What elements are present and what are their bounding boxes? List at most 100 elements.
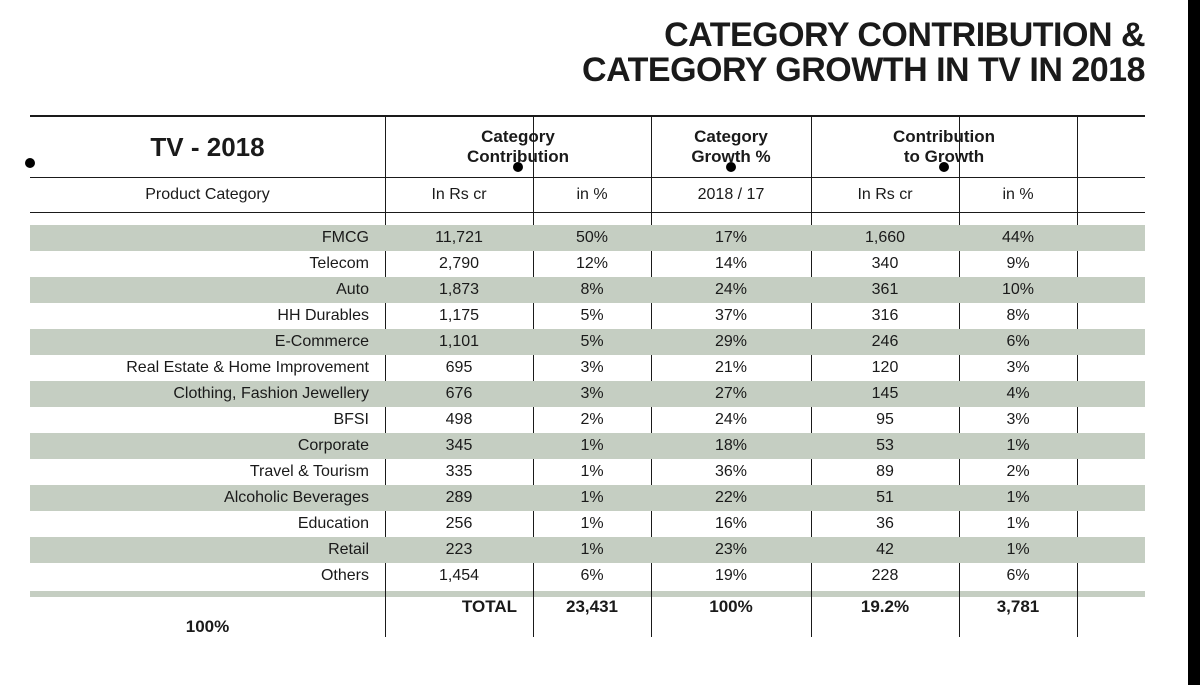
cell-category: Telecom [30, 255, 385, 273]
cell-pct1: 8% [533, 281, 651, 299]
cell-rs2: 246 [811, 333, 959, 351]
cell-pct1: 1% [533, 541, 651, 559]
dot-icon [513, 162, 523, 172]
col-rs-1: In Rs cr [385, 186, 533, 204]
total-rs2: 3,781 [959, 597, 1077, 617]
cell-pct2: 3% [959, 411, 1077, 429]
table-row: HH Durables1,1755%37%3168% [30, 303, 1145, 329]
cell-category: Alcoholic Beverages [30, 489, 385, 507]
slide-title: CATEGORY CONTRIBUTION & CATEGORY GROWTH … [582, 18, 1145, 87]
cell-pct1: 3% [533, 359, 651, 377]
header-sub-row: Product Category In Rs cr in % 2018 / 17… [30, 177, 1145, 213]
slide: CATEGORY CONTRIBUTION & CATEGORY GROWTH … [0, 0, 1200, 685]
table-body: FMCG11,72150%17%1,66044%Telecom2,79012%1… [30, 225, 1145, 589]
cell-growth: 18% [651, 437, 811, 455]
cell-growth: 22% [651, 489, 811, 507]
cell-pct1: 2% [533, 411, 651, 429]
cell-growth: 29% [651, 333, 811, 351]
cell-growth: 21% [651, 359, 811, 377]
cell-rs2: 95 [811, 411, 959, 429]
cell-rs2: 36 [811, 515, 959, 533]
cell-rs2: 89 [811, 463, 959, 481]
cell-rs2: 1,660 [811, 229, 959, 247]
header-body-gap [30, 213, 1145, 225]
cell-rs2: 145 [811, 385, 959, 403]
cell-growth: 19% [651, 567, 811, 585]
cell-pct1: 1% [533, 437, 651, 455]
cell-pct2: 2% [959, 463, 1077, 481]
tv-label: TV - 2018 [30, 132, 385, 163]
cell-rs2: 51 [811, 489, 959, 507]
dot-icon [726, 162, 736, 172]
cell-category: Auto [30, 281, 385, 299]
cell-category: Others [30, 567, 385, 585]
cell-rs1: 676 [385, 385, 533, 403]
cell-growth: 14% [651, 255, 811, 273]
col-pct-1: in % [533, 186, 651, 204]
cell-rs2: 316 [811, 307, 959, 325]
cell-rs1: 335 [385, 463, 533, 481]
cell-rs1: 11,721 [385, 229, 533, 247]
cell-pct2: 8% [959, 307, 1077, 325]
cell-category: E-Commerce [30, 333, 385, 351]
cell-category: Corporate [30, 437, 385, 455]
table-row: Clothing, Fashion Jewellery6763%27%1454% [30, 381, 1145, 407]
cell-rs1: 2,790 [385, 255, 533, 273]
table-row: Retail2231%23%421% [30, 537, 1145, 563]
cell-pct2: 6% [959, 333, 1077, 351]
cell-rs1: 256 [385, 515, 533, 533]
dot-icon [25, 158, 35, 168]
cell-pct1: 3% [533, 385, 651, 403]
cell-growth: 23% [651, 541, 811, 559]
cell-rs2: 340 [811, 255, 959, 273]
cell-pct2: 4% [959, 385, 1077, 403]
cell-rs1: 345 [385, 437, 533, 455]
cell-rs1: 1,175 [385, 307, 533, 325]
cell-rs1: 289 [385, 489, 533, 507]
cell-rs1: 1,873 [385, 281, 533, 299]
cell-category: FMCG [30, 229, 385, 247]
cell-growth: 17% [651, 229, 811, 247]
table-row: Others1,4546%19%2286% [30, 563, 1145, 589]
title-line-2: CATEGORY GROWTH IN TV IN 2018 [582, 53, 1145, 88]
cell-pct2: 10% [959, 281, 1077, 299]
cell-category: Retail [30, 541, 385, 559]
cell-pct1: 1% [533, 515, 651, 533]
cell-growth: 27% [651, 385, 811, 403]
cell-category: HH Durables [30, 307, 385, 325]
table-area: TV - 2018 CategoryContribution CategoryG… [30, 115, 1145, 660]
total-label: TOTAL [385, 597, 533, 617]
cell-rs2: 228 [811, 567, 959, 585]
group-growth: CategoryGrowth % [651, 127, 811, 166]
cell-rs2: 53 [811, 437, 959, 455]
group-contribution: CategoryContribution [385, 127, 651, 166]
cell-growth: 36% [651, 463, 811, 481]
cell-pct2: 1% [959, 541, 1077, 559]
tv-label-text: TV - 2018 [150, 132, 264, 162]
cell-growth: 24% [651, 281, 811, 299]
table-header: TV - 2018 CategoryContribution CategoryG… [30, 115, 1145, 213]
cell-rs1: 498 [385, 411, 533, 429]
table-row: Telecom2,79012%14%3409% [30, 251, 1145, 277]
cell-category: Education [30, 515, 385, 533]
cell-pct1: 1% [533, 463, 651, 481]
cell-rs1: 1,101 [385, 333, 533, 351]
cell-pct1: 12% [533, 255, 651, 273]
cell-pct2: 44% [959, 229, 1077, 247]
cell-rs1: 1,454 [385, 567, 533, 585]
cell-category: BFSI [30, 411, 385, 429]
cell-category: Clothing, Fashion Jewellery [30, 385, 385, 403]
cell-rs2: 42 [811, 541, 959, 559]
total-pct1: 100% [651, 597, 811, 617]
cell-rs1: 223 [385, 541, 533, 559]
cell-growth: 24% [651, 411, 811, 429]
table-row: Education2561%16%361% [30, 511, 1145, 537]
cell-pct1: 50% [533, 229, 651, 247]
cell-pct1: 1% [533, 489, 651, 507]
cell-growth: 16% [651, 515, 811, 533]
side-rule [1188, 0, 1200, 685]
title-line-1: CATEGORY CONTRIBUTION & [582, 18, 1145, 53]
cell-pct2: 3% [959, 359, 1077, 377]
col-pct-2: in % [959, 186, 1077, 204]
table-row: BFSI4982%24%953% [30, 407, 1145, 433]
